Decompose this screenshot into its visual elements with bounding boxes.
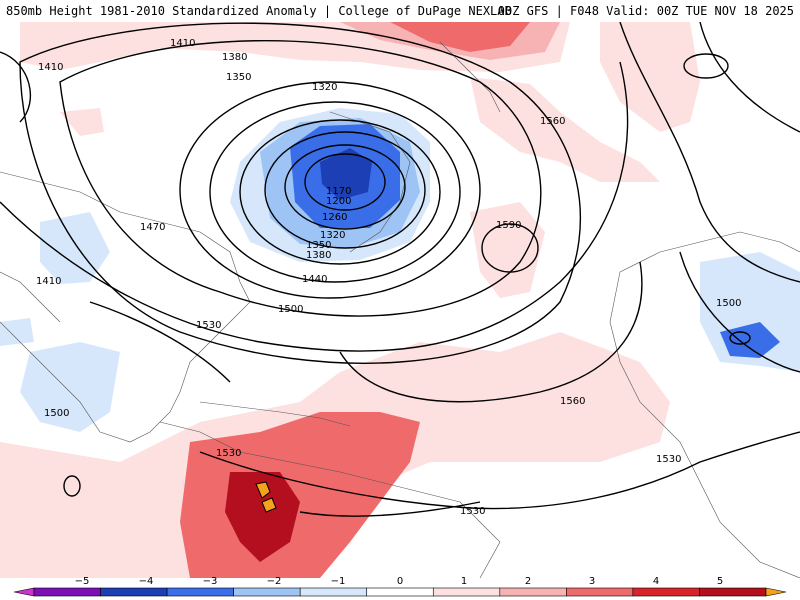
contour-label: 1380 (222, 52, 247, 63)
colorbar-segment (299, 587, 368, 597)
colorbar-tick: 2 (525, 576, 531, 587)
colorbar: −5 −4 −3 −2 −1 0 1 2 3 4 5 (13, 576, 787, 597)
colorbar-tick: 5 (717, 576, 723, 587)
contour-labels: 1410 1410 1380 1350 1320 1560 1170 1200 … (36, 38, 741, 517)
contour-label: 1500 (278, 304, 303, 315)
colorbar-segment (233, 587, 301, 597)
contour-label: 1200 (326, 196, 351, 207)
colorbar-min-arrow (13, 587, 35, 597)
contour-label: 1380 (306, 250, 331, 261)
colorbar-tick: 4 (653, 576, 659, 587)
contour-label: 1560 (540, 116, 565, 127)
colorbar-tick: −2 (267, 576, 282, 587)
contour-label: 1410 (38, 62, 63, 73)
colorbar-segment (632, 587, 700, 597)
contour-label: 1320 (320, 230, 345, 241)
height-contours (0, 22, 800, 517)
colorbar-tick: 0 (397, 576, 403, 587)
valid-time: 00Z GFS | F048 Valid: 00Z TUE NOV 18 202… (497, 4, 794, 18)
coastlines (0, 41, 800, 578)
colorbar-segment (366, 587, 434, 597)
colorbar-segment (432, 587, 501, 597)
colorbar-tick: 1 (461, 576, 467, 587)
contour-label: 1530 (656, 454, 681, 465)
colorbar-segment (100, 587, 168, 597)
contour-label: 1410 (170, 38, 195, 49)
contour-label: 1170 (326, 186, 351, 197)
contour-label: 1530 (460, 506, 485, 517)
contour-label: 1500 (716, 298, 741, 309)
colorbar-max-arrow (765, 587, 787, 597)
colorbar-segment (566, 587, 634, 597)
colorbar-segment (499, 587, 567, 597)
colorbar-segments (13, 587, 787, 597)
contour-label: 1350 (226, 72, 251, 83)
contour-label: 1440 (302, 274, 327, 285)
contour-label: 1500 (44, 408, 69, 419)
colorbar-ticks: −5 −4 −3 −2 −1 0 1 2 3 4 5 (75, 576, 724, 587)
header: 850mb Height 1981-2010 Standardized Anom… (0, 0, 800, 22)
positive-anomaly-shading (0, 22, 700, 578)
anomaly-map: 1410 1410 1380 1350 1320 1560 1170 1200 … (0, 22, 800, 578)
contour-label: 1560 (560, 396, 585, 407)
colorbar-segment (166, 587, 234, 597)
contour-label: 1410 (36, 276, 61, 287)
contour-label: 1260 (322, 212, 347, 223)
colorbar-tick: −4 (139, 576, 154, 587)
colorbar-tick: −1 (331, 576, 346, 587)
colorbar-segment (699, 587, 767, 597)
contour-label: 1470 (140, 222, 165, 233)
map-title: 850mb Height 1981-2010 Standardized Anom… (6, 4, 512, 18)
contour-label: 1530 (196, 320, 221, 331)
colorbar-segment (33, 587, 101, 597)
contour-label: 1350 (306, 240, 331, 251)
colorbar-tick: −5 (75, 576, 90, 587)
contour-label: 1530 (216, 448, 241, 459)
colorbar-tick: 3 (589, 576, 595, 587)
colorbar-tick: −3 (203, 576, 218, 587)
contour-label: 1320 (312, 82, 337, 93)
contour-label: 1590 (496, 220, 521, 231)
